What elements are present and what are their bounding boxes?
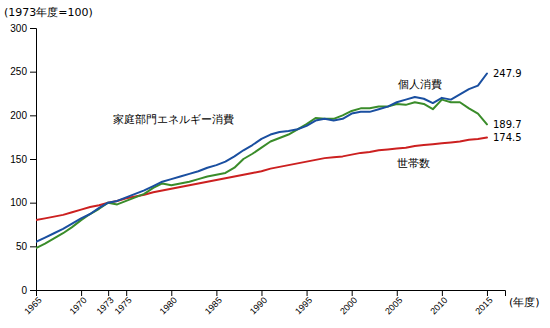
x-tick: 2005 [383, 290, 404, 316]
x-tick-label: 2005 [383, 295, 404, 316]
x-tick-label: 1995 [293, 295, 314, 316]
x-axis-title: (年度) [509, 296, 540, 309]
y-tick: 250 [10, 66, 36, 77]
x-tick: 1970 [68, 290, 89, 316]
x-tick-label: 1975 [113, 295, 134, 316]
end-value-label: 189.7 [493, 119, 522, 130]
y-tick: 300 [10, 23, 36, 34]
x-tick: 2000 [338, 290, 359, 316]
x-tick: 1985 [203, 290, 224, 316]
x-tick: 2015 [473, 290, 494, 316]
title: (1973年度=100) [4, 6, 93, 19]
series-label: 世帯数 [397, 157, 430, 170]
y-axis: 0 50 100 150 200 250 300 [10, 23, 36, 296]
y-tick: 0 [21, 285, 36, 296]
series-label: 家庭部門エネルギー消費 [113, 113, 234, 126]
y-tick-label: 200 [10, 110, 27, 121]
y-tick: 50 [16, 241, 36, 252]
y-tick-mark [30, 159, 36, 160]
chart: 1965197019731975198019851990199520002005… [0, 0, 550, 328]
y-tick-mark [30, 72, 36, 73]
x-tick-label: 2010 [428, 295, 449, 316]
x-tick-label: 1990 [248, 295, 269, 316]
y-tick: 200 [10, 110, 36, 121]
x-tick: 1975 [113, 290, 134, 316]
series-line [36, 74, 487, 242]
plot: 1965197019731975198019851990199520002005… [10, 23, 521, 317]
series-line [36, 138, 487, 221]
y-tick-mark [30, 115, 36, 116]
lines [36, 74, 487, 249]
x-tick-label: 1965 [22, 295, 43, 316]
y-tick-mark [30, 246, 36, 247]
x-tick: 1990 [248, 290, 269, 316]
labels: 174.5 189.7 247.9 世帯数 家庭部門エネルギー消費 個人消費 [113, 68, 521, 170]
y-tick-label: 300 [10, 23, 27, 34]
y-axis-line [30, 29, 37, 291]
y-tick-mark [30, 290, 36, 291]
x-axis: 1965 1970 19731975 1980 1985 1990 1995 2000 2005… [22, 290, 505, 316]
y-tick-label: 50 [16, 241, 28, 252]
x-tick: 1980 [158, 290, 179, 316]
y-tick-label: 0 [21, 285, 27, 296]
x-tick-label: 1970 [68, 295, 89, 316]
x-tick-label: 2015 [473, 295, 494, 316]
x-tick-label: 1973 [95, 295, 116, 316]
series-line [36, 100, 487, 248]
x-tick-label: 1980 [158, 295, 179, 316]
y-tick-label: 150 [10, 154, 27, 165]
series-label: 個人消費 [398, 78, 442, 91]
y-tick-label: 250 [10, 66, 27, 77]
y-tick: 100 [10, 197, 36, 208]
end-value-label: 247.9 [493, 68, 522, 79]
x-tick-label: 2000 [338, 295, 359, 316]
x-axis-line [37, 291, 506, 297]
y-tick: 150 [10, 154, 36, 165]
x-tick: 2010 [428, 290, 449, 316]
y-tick-mark [30, 203, 36, 204]
x-tick: 1995 [293, 290, 314, 316]
y-tick-label: 100 [10, 197, 27, 208]
x-tick-label: 1985 [203, 295, 224, 316]
y-tick-mark [30, 28, 36, 29]
end-value-label: 174.5 [493, 132, 522, 143]
x-tick: 1973 [95, 290, 116, 316]
